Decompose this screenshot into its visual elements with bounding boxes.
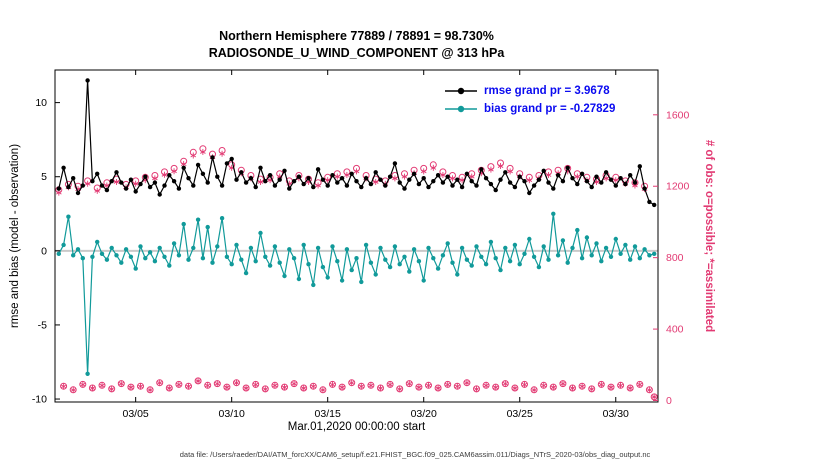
svg-text:1600: 1600 (666, 109, 690, 121)
svg-text:10: 10 (35, 97, 47, 109)
axis-ticks (55, 70, 658, 402)
svg-text:1200: 1200 (666, 181, 690, 193)
svg-text:03/05: 03/05 (123, 408, 149, 420)
right-axis-label: # of obs: o=possible; *=assimilated (703, 140, 715, 332)
plot-box (54, 69, 659, 403)
rmse-markers (56, 78, 657, 208)
bias-markers (56, 211, 657, 376)
axis-tick-labels: 03/05 03/10 03/15 03/20 03/25 03/30 -10 -5 0 5 10 0… (32, 97, 690, 420)
svg-text:0: 0 (41, 245, 47, 257)
x-axis-label: Mar.01,2020 00:00:00 start (288, 421, 426, 433)
svg-text:-5: -5 (38, 319, 47, 331)
svg-text:03/20: 03/20 (411, 408, 437, 420)
svg-text:03/25: 03/25 (507, 408, 533, 420)
bias-line (58, 213, 655, 374)
bias-legend-marker-icon (445, 105, 477, 113)
svg-text:03/10: 03/10 (219, 408, 245, 420)
left-axis-label: rmse and bias (model - observation) (9, 144, 21, 328)
svg-text:03/15: 03/15 (315, 408, 341, 420)
data-file-caption: data file: /Users/raeder/DAI/ATM_forcXX/… (179, 450, 651, 459)
svg-text:400: 400 (666, 324, 684, 336)
legend-bias-label: bias grand pr = -0.27829 (484, 103, 616, 115)
legend-bias-entry: bias grand pr = -0.27829 (444, 100, 615, 118)
title-line2: RADIOSONDE_U_WIND_COMPONENT @ 313 hPa (208, 46, 505, 60)
obs-possible-markers (55, 145, 658, 401)
legend: rmse grand pr = 3.9678 bias grand pr = -… (444, 82, 615, 118)
legend-rmse-entry: rmse grand pr = 3.9678 (444, 82, 615, 100)
svg-text:-10: -10 (32, 394, 47, 406)
svg-text:5: 5 (41, 171, 47, 183)
svg-text:03/30: 03/30 (603, 408, 629, 420)
legend-rmse-label: rmse grand pr = 3.9678 (484, 85, 610, 97)
rmse-legend-marker-icon (445, 87, 477, 95)
chart-title: Northern Hemisphere 77889 / 78891 = 98.7… (55, 28, 658, 62)
obs-assimilated-markers (56, 148, 657, 400)
title-line1: Northern Hemisphere 77889 / 78891 = 98.7… (219, 29, 494, 43)
svg-text:800: 800 (666, 252, 684, 264)
svg-text:0: 0 (666, 395, 672, 407)
